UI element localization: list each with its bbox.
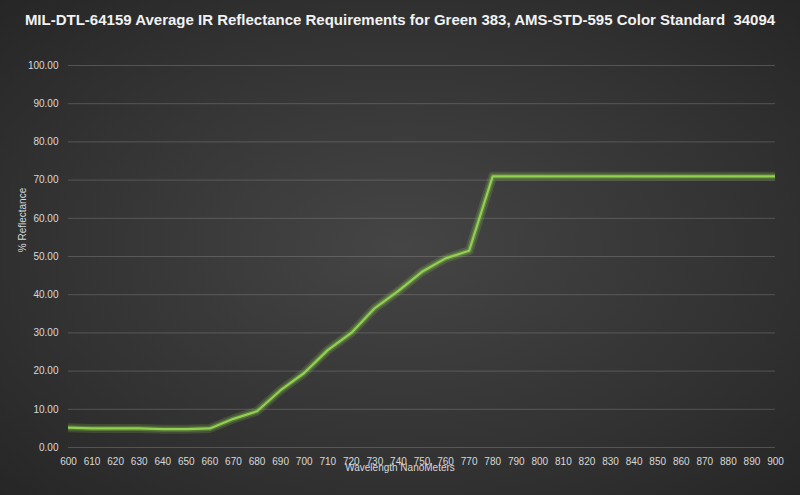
svg-text:690: 690 bbox=[272, 456, 289, 467]
svg-text:870: 870 bbox=[696, 456, 713, 467]
svg-text:10.00: 10.00 bbox=[33, 404, 58, 415]
svg-text:50.00: 50.00 bbox=[33, 251, 58, 262]
svg-text:800: 800 bbox=[531, 456, 548, 467]
svg-text:660: 660 bbox=[202, 456, 219, 467]
svg-text:820: 820 bbox=[579, 456, 596, 467]
svg-text:100.00: 100.00 bbox=[28, 60, 59, 71]
svg-text:890: 890 bbox=[744, 456, 761, 467]
svg-text:700: 700 bbox=[296, 456, 313, 467]
svg-text:830: 830 bbox=[602, 456, 619, 467]
svg-text:90.00: 90.00 bbox=[33, 98, 58, 109]
svg-text:880: 880 bbox=[720, 456, 737, 467]
svg-text:770: 770 bbox=[461, 456, 478, 467]
svg-text:0.00: 0.00 bbox=[39, 442, 59, 453]
svg-text:860: 860 bbox=[673, 456, 690, 467]
svg-text:600: 600 bbox=[60, 456, 77, 467]
svg-text:610: 610 bbox=[84, 456, 101, 467]
svg-text:620: 620 bbox=[107, 456, 124, 467]
svg-text:70.00: 70.00 bbox=[33, 174, 58, 185]
svg-text:840: 840 bbox=[626, 456, 643, 467]
svg-text:80.00: 80.00 bbox=[33, 136, 58, 147]
svg-text:790: 790 bbox=[508, 456, 525, 467]
svg-text:40.00: 40.00 bbox=[33, 289, 58, 300]
svg-text:780: 780 bbox=[484, 456, 501, 467]
svg-text:850: 850 bbox=[649, 456, 666, 467]
svg-text:650: 650 bbox=[178, 456, 195, 467]
svg-text:900: 900 bbox=[767, 456, 784, 467]
svg-text:680: 680 bbox=[249, 456, 266, 467]
svg-text:640: 640 bbox=[154, 456, 171, 467]
svg-text:630: 630 bbox=[131, 456, 148, 467]
svg-text:60.00: 60.00 bbox=[33, 213, 58, 224]
svg-text:710: 710 bbox=[319, 456, 336, 467]
svg-text:20.00: 20.00 bbox=[33, 365, 58, 376]
svg-text:30.00: 30.00 bbox=[33, 327, 58, 338]
svg-text:670: 670 bbox=[225, 456, 242, 467]
svg-text:810: 810 bbox=[555, 456, 572, 467]
